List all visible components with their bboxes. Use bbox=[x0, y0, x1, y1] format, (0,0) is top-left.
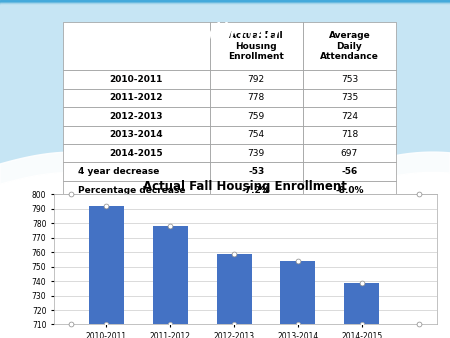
Bar bbox=[0, 4, 450, 135]
Bar bbox=[0, 3, 450, 53]
Text: Enrollment: Enrollment bbox=[149, 22, 301, 50]
Bar bbox=[0, 3, 450, 25]
Bar bbox=[0, 3, 450, 41]
Bar bbox=[0, 4, 450, 109]
Bar bbox=[216, 254, 252, 338]
Title: Actual Fall Housing Enrollment: Actual Fall Housing Enrollment bbox=[143, 180, 347, 193]
Bar bbox=[0, 3, 450, 5]
Bar bbox=[0, 3, 450, 33]
Bar bbox=[0, 3, 450, 71]
Bar bbox=[0, 5, 450, 165]
Bar bbox=[0, 5, 450, 177]
Bar bbox=[0, 3, 450, 76]
Bar bbox=[0, 4, 450, 160]
Bar bbox=[0, 3, 450, 13]
Bar bbox=[0, 4, 450, 91]
Bar bbox=[0, 5, 450, 183]
Bar bbox=[0, 4, 450, 89]
Bar bbox=[0, 4, 450, 84]
Bar bbox=[0, 4, 450, 140]
Bar bbox=[0, 3, 450, 61]
Bar bbox=[0, 5, 450, 185]
Bar bbox=[0, 5, 450, 167]
Bar bbox=[0, 3, 450, 10]
Bar bbox=[0, 3, 450, 20]
Bar bbox=[0, 5, 450, 190]
Bar bbox=[0, 3, 450, 58]
Bar bbox=[0, 3, 450, 18]
Bar bbox=[0, 5, 450, 180]
Bar bbox=[0, 5, 450, 188]
Bar bbox=[0, 4, 450, 122]
Bar bbox=[0, 4, 450, 117]
Bar bbox=[0, 3, 450, 81]
Bar bbox=[0, 4, 450, 99]
Bar bbox=[0, 4, 450, 142]
Bar bbox=[0, 5, 450, 193]
Bar bbox=[0, 4, 450, 129]
Bar bbox=[0, 4, 450, 104]
Bar bbox=[280, 261, 315, 338]
Bar bbox=[0, 3, 450, 64]
Bar bbox=[0, 5, 450, 172]
Bar bbox=[0, 4, 450, 96]
Bar bbox=[89, 206, 124, 338]
Bar bbox=[0, 4, 450, 119]
Bar bbox=[0, 4, 450, 101]
Bar bbox=[0, 5, 450, 175]
Bar bbox=[0, 3, 450, 15]
Bar bbox=[0, 3, 450, 28]
Bar bbox=[0, 5, 450, 200]
Bar bbox=[153, 226, 188, 338]
Bar bbox=[0, 3, 450, 8]
Bar bbox=[0, 4, 450, 86]
Bar bbox=[0, 3, 450, 46]
Bar bbox=[0, 3, 450, 23]
Bar bbox=[0, 5, 450, 198]
Bar bbox=[0, 3, 450, 43]
Bar bbox=[0, 5, 450, 195]
Bar bbox=[0, 0, 450, 2]
Bar bbox=[0, 3, 450, 78]
Bar bbox=[0, 3, 450, 38]
Bar bbox=[0, 3, 450, 69]
Bar bbox=[0, 4, 450, 152]
Bar bbox=[0, 4, 450, 112]
Bar bbox=[0, 4, 450, 127]
Bar bbox=[0, 5, 450, 170]
Bar bbox=[0, 3, 450, 74]
Bar bbox=[0, 3, 450, 51]
Bar bbox=[0, 4, 450, 147]
Bar bbox=[0, 4, 450, 155]
Bar bbox=[0, 4, 450, 162]
Bar bbox=[0, 4, 450, 124]
Bar bbox=[0, 3, 450, 66]
Bar bbox=[0, 4, 450, 132]
Bar bbox=[0, 4, 450, 145]
Bar bbox=[344, 283, 379, 338]
Bar bbox=[0, 4, 450, 137]
Bar bbox=[0, 4, 450, 157]
Bar bbox=[0, 3, 450, 30]
Bar bbox=[0, 3, 450, 35]
Bar bbox=[0, 4, 450, 114]
Bar bbox=[0, 4, 450, 149]
Bar bbox=[0, 4, 450, 94]
Bar bbox=[0, 4, 450, 106]
Bar bbox=[0, 3, 450, 56]
Bar bbox=[0, 203, 450, 338]
Bar bbox=[0, 3, 450, 48]
